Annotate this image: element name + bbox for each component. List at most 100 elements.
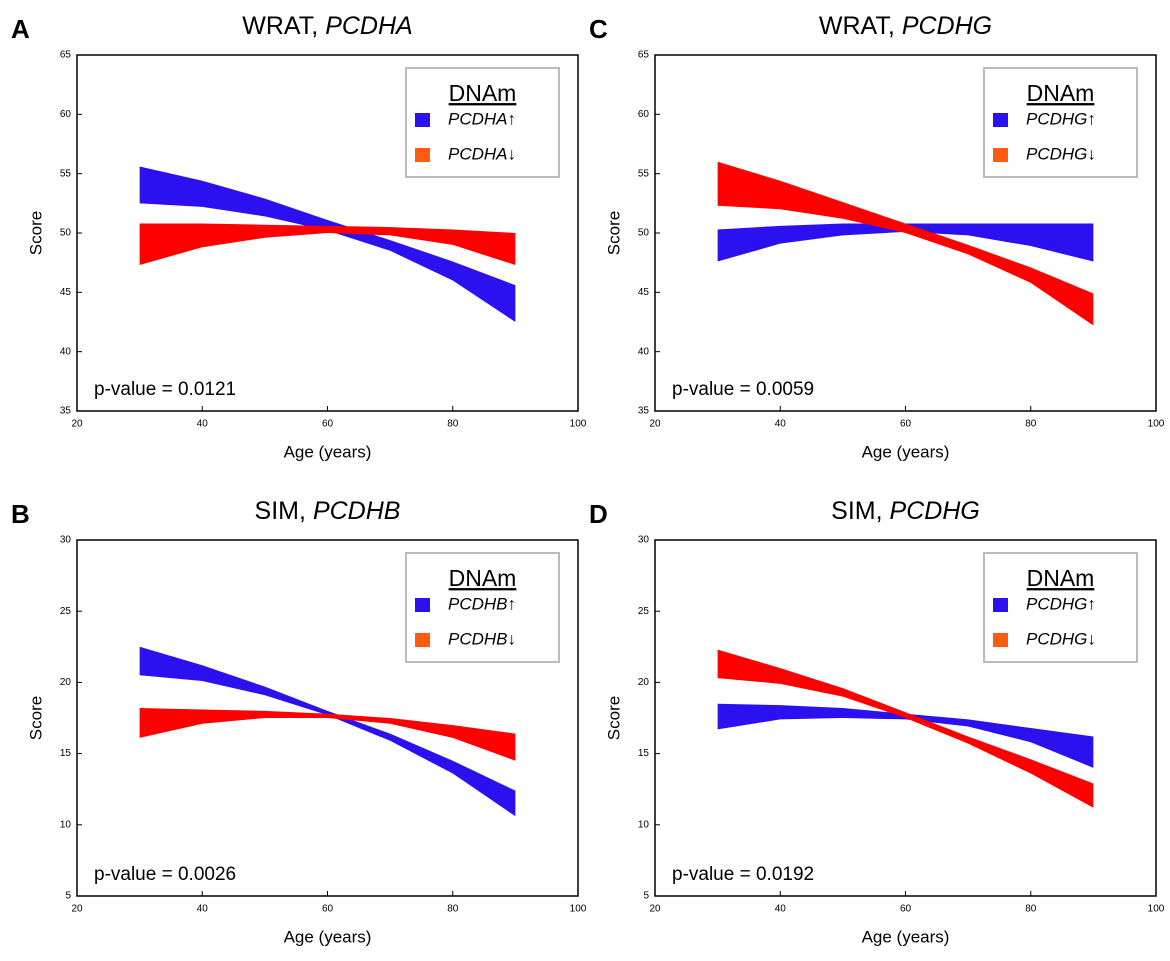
panel-letter: B <box>11 499 30 529</box>
p-value: p-value = 0.0121 <box>94 379 236 400</box>
x-tick-label: 20 <box>71 419 83 430</box>
chart-title: WRAT, PCDHG <box>819 12 992 40</box>
panel-letter: C <box>589 14 608 44</box>
y-tick-label: 60 <box>638 109 650 120</box>
panel-letter: D <box>589 499 608 529</box>
y-tick-label: 30 <box>60 535 72 546</box>
y-tick-label: 50 <box>60 228 72 239</box>
legend-label: PCDHA↓ <box>448 144 516 163</box>
chart-title: SIM, PCDHB <box>255 497 401 525</box>
confidence-band <box>139 166 516 322</box>
y-tick-label: 40 <box>638 346 650 357</box>
y-tick-label: 25 <box>60 606 72 617</box>
y-axis-label: Score <box>26 211 45 255</box>
x-tick-label: 40 <box>197 419 209 430</box>
title-test: SIM, <box>255 497 306 525</box>
y-tick-label: 10 <box>60 819 72 830</box>
legend-swatch <box>415 598 430 612</box>
x-tick-label: 60 <box>900 904 912 915</box>
legend-title: DNAm <box>1027 565 1095 591</box>
legend-title: DNAm <box>1027 80 1095 106</box>
x-tick-label: 80 <box>447 904 459 915</box>
title-gene: PCDHG <box>890 497 980 525</box>
y-tick-label: 25 <box>638 606 650 617</box>
y-tick-label: 50 <box>638 228 650 239</box>
legend-label: PCDHG↑ <box>1026 109 1096 128</box>
title-gene: PCDHG <box>902 12 992 40</box>
x-tick-label: 100 <box>570 904 587 915</box>
x-axis-label: Age (years) <box>862 442 950 461</box>
p-value: p-value = 0.0059 <box>672 379 814 400</box>
title-test: WRAT, <box>819 12 895 40</box>
legend-swatch <box>415 113 430 127</box>
legend-label: PCDHG↑ <box>1026 594 1096 613</box>
title-gene: PCDHA <box>325 12 413 40</box>
x-tick-label: 80 <box>1025 419 1037 430</box>
p-value: p-value = 0.0026 <box>94 864 236 885</box>
x-tick-label: 40 <box>775 904 787 915</box>
x-tick-label: 100 <box>1148 419 1165 430</box>
y-tick-label: 35 <box>60 406 72 417</box>
x-tick-label: 20 <box>71 904 83 915</box>
y-tick-label: 45 <box>638 287 650 298</box>
x-tick-label: 40 <box>775 419 787 430</box>
chart-title: SIM, PCDHG <box>831 497 980 525</box>
x-tick-label: 80 <box>1025 904 1037 915</box>
x-axis-label: Age (years) <box>284 442 372 461</box>
legend-swatch <box>415 148 430 162</box>
y-tick-label: 35 <box>638 406 650 417</box>
p-value: p-value = 0.0192 <box>672 864 814 885</box>
y-axis-label: Score <box>604 696 623 740</box>
panel-letter: A <box>11 14 30 44</box>
legend-swatch <box>993 598 1008 612</box>
y-tick-label: 15 <box>638 748 650 759</box>
confidence-band <box>717 223 1094 262</box>
legend-label: PCDHA↑ <box>448 109 516 128</box>
x-tick-label: 100 <box>570 419 587 430</box>
y-tick-label: 30 <box>638 535 650 546</box>
legend-box <box>405 552 560 663</box>
x-tick-label: 40 <box>197 904 209 915</box>
confidence-band <box>717 161 1094 326</box>
y-tick-label: 10 <box>638 819 650 830</box>
legend-swatch <box>993 148 1008 162</box>
x-tick-label: 60 <box>322 904 334 915</box>
title-test: SIM, <box>831 497 882 525</box>
title-gene: PCDHB <box>313 497 401 525</box>
legend-swatch <box>993 633 1008 647</box>
legend-box <box>983 67 1138 178</box>
legend-label: PCDHB↑ <box>448 594 516 613</box>
legend-swatch <box>993 113 1008 127</box>
y-tick-label: 5 <box>65 891 71 902</box>
y-tick-label: 65 <box>638 50 650 61</box>
confidence-band <box>139 646 516 817</box>
x-tick-label: 20 <box>649 904 661 915</box>
x-tick-label: 20 <box>649 419 661 430</box>
y-tick-label: 60 <box>60 109 72 120</box>
confidence-band <box>139 708 516 761</box>
legend-box <box>405 67 560 178</box>
x-tick-label: 60 <box>322 419 334 430</box>
y-tick-label: 15 <box>60 748 72 759</box>
x-tick-label: 60 <box>900 419 912 430</box>
y-tick-label: 40 <box>60 346 72 357</box>
legend-title: DNAm <box>449 80 517 106</box>
y-tick-label: 5 <box>643 891 649 902</box>
legend-swatch <box>415 633 430 647</box>
y-tick-label: 55 <box>638 168 650 179</box>
legend-title: DNAm <box>449 565 517 591</box>
x-tick-label: 80 <box>447 419 459 430</box>
x-axis-label: Age (years) <box>862 927 950 946</box>
y-axis-label: Score <box>604 211 623 255</box>
y-tick-label: 20 <box>638 677 650 688</box>
title-test: WRAT, <box>242 12 318 40</box>
x-axis-label: Age (years) <box>284 927 372 946</box>
legend-label: PCDHG↓ <box>1026 629 1096 648</box>
legend-label: PCDHB↓ <box>448 629 516 648</box>
y-axis-label: Score <box>26 696 45 740</box>
confidence-band <box>139 223 516 266</box>
y-tick-label: 65 <box>60 50 72 61</box>
legend-label: PCDHG↓ <box>1026 144 1096 163</box>
y-tick-label: 20 <box>60 677 72 688</box>
